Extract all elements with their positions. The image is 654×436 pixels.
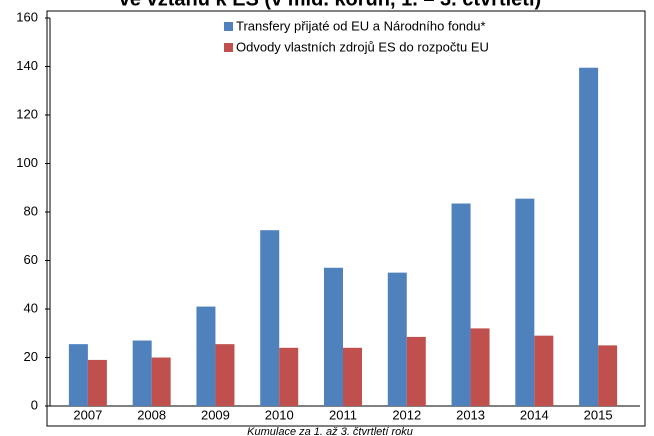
y-tick-label: 60 [24,252,38,267]
bar [515,198,535,406]
y-tick-label: 160 [16,9,38,24]
x-tick-label: 2010 [265,407,294,422]
y-tick-label: 140 [16,58,38,73]
x-tick-label: 2009 [201,407,230,422]
chart-title: ve vztahu k ES (v mld. korun, 1. – 3. čt… [119,0,541,10]
x-tick-label: 2014 [520,407,549,422]
x-tick-label: 2012 [392,407,421,422]
legend-label: Odvody vlastních zdrojů ES do rozpočtu E… [236,39,489,54]
bar [151,357,171,406]
y-tick-label: 120 [16,106,38,121]
bar [579,67,599,407]
bar [406,336,426,406]
legend-swatch [224,43,233,52]
x-tick-label: 2015 [584,407,613,422]
bar [343,347,362,406]
bar [260,230,280,406]
bar [279,347,299,406]
legend-swatch [224,22,233,31]
bar [324,267,343,406]
x-tick-label: 2008 [137,407,166,422]
y-tick-label: 40 [24,300,38,315]
bar [87,359,107,406]
bar [534,335,554,406]
bar [196,306,216,406]
bar [451,203,471,406]
y-tick-label: 20 [24,349,38,364]
y-tick-label: 0 [31,397,38,412]
x-tick-label: 2011 [329,407,357,422]
bar [132,340,152,406]
chart-frame [46,10,646,427]
x-tick-label: 2013 [456,407,485,422]
bar [470,328,490,406]
bar [68,344,88,406]
y-tick-label: 80 [24,203,38,218]
bar [215,344,235,406]
legend-label: Transfery přijaté od EU a Národního fond… [236,18,486,33]
y-tick-label: 100 [16,155,38,170]
bar [598,345,618,406]
x-axis-title: Kumulace za 1. až 3. čtvrtletí roku [247,426,413,436]
x-tick-label: 2007 [73,407,102,422]
bar [387,272,407,406]
